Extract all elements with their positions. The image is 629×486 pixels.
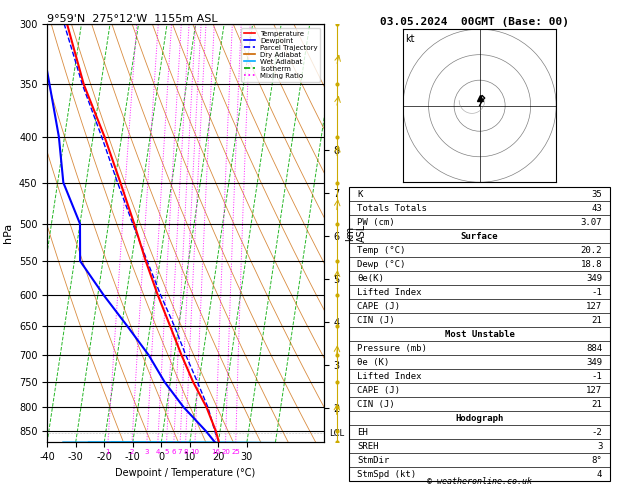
Text: -1: -1 [591, 372, 603, 381]
Text: 7: 7 [178, 449, 182, 454]
Text: 03.05.2024  00GMT (Base: 00): 03.05.2024 00GMT (Base: 00) [381, 17, 569, 27]
Text: 3: 3 [145, 449, 149, 454]
Text: θe(K): θe(K) [357, 274, 384, 283]
Text: 349: 349 [586, 358, 603, 366]
Text: 16: 16 [211, 449, 220, 454]
Legend: Temperature, Dewpoint, Parcel Trajectory, Dry Adiabat, Wet Adiabat, Isotherm, Mi: Temperature, Dewpoint, Parcel Trajectory… [242, 28, 320, 82]
Text: 21: 21 [591, 315, 603, 325]
Text: 127: 127 [586, 302, 603, 311]
Text: kt: kt [406, 34, 415, 44]
Text: Totals Totals: Totals Totals [357, 204, 427, 212]
Text: -2: -2 [591, 428, 603, 436]
Text: 4: 4 [597, 469, 603, 479]
Text: 21: 21 [591, 399, 603, 409]
Text: 3: 3 [597, 442, 603, 451]
Text: 25: 25 [231, 449, 240, 454]
Text: Most Unstable: Most Unstable [445, 330, 515, 339]
Text: CIN (J): CIN (J) [357, 315, 394, 325]
Text: Dewp (°C): Dewp (°C) [357, 260, 405, 269]
Text: CAPE (J): CAPE (J) [357, 385, 400, 395]
Text: -1: -1 [591, 288, 603, 296]
Text: 43: 43 [591, 204, 603, 212]
Text: 8: 8 [184, 449, 188, 454]
Text: 4: 4 [155, 449, 160, 454]
Text: 2: 2 [130, 449, 134, 454]
Text: Pressure (mb): Pressure (mb) [357, 344, 427, 353]
Text: PW (cm): PW (cm) [357, 218, 394, 226]
Text: StmSpd (kt): StmSpd (kt) [357, 469, 416, 479]
Text: 1: 1 [106, 449, 110, 454]
Text: 127: 127 [586, 385, 603, 395]
Text: K: K [357, 190, 362, 199]
Y-axis label: km
ASL: km ASL [345, 224, 367, 243]
X-axis label: Dewpoint / Temperature (°C): Dewpoint / Temperature (°C) [116, 468, 255, 478]
Text: 20: 20 [221, 449, 230, 454]
Text: LCL: LCL [330, 429, 345, 438]
Text: EH: EH [357, 428, 368, 436]
Text: SREH: SREH [357, 442, 379, 451]
Text: © weatheronline.co.uk: © weatheronline.co.uk [427, 477, 532, 486]
Text: Lifted Index: Lifted Index [357, 372, 421, 381]
Text: 349: 349 [586, 274, 603, 283]
Text: 18.8: 18.8 [581, 260, 603, 269]
Text: Hodograph: Hodograph [455, 414, 504, 423]
Text: Lifted Index: Lifted Index [357, 288, 421, 296]
Text: 20.2: 20.2 [581, 245, 603, 255]
Text: θe (K): θe (K) [357, 358, 389, 366]
Text: 35: 35 [591, 190, 603, 199]
Text: Temp (°C): Temp (°C) [357, 245, 405, 255]
Text: CAPE (J): CAPE (J) [357, 302, 400, 311]
Text: CIN (J): CIN (J) [357, 399, 394, 409]
Text: Surface: Surface [461, 232, 498, 241]
Text: 9°59'N  275°12'W  1155m ASL: 9°59'N 275°12'W 1155m ASL [47, 14, 218, 23]
Y-axis label: hPa: hPa [3, 223, 13, 243]
Text: 5: 5 [164, 449, 169, 454]
Text: 10: 10 [191, 449, 199, 454]
Text: 884: 884 [586, 344, 603, 353]
Text: 3.07: 3.07 [581, 218, 603, 226]
Text: 8°: 8° [591, 456, 603, 465]
Text: 6: 6 [172, 449, 176, 454]
Text: StmDir: StmDir [357, 456, 389, 465]
